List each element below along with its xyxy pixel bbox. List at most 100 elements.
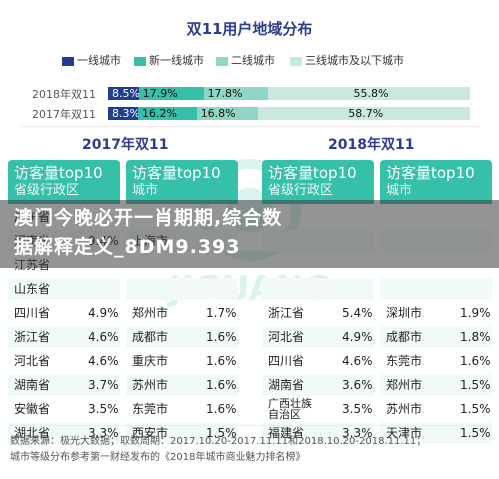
city-name: 重庆市 [132,354,169,368]
visitor-share-value: 1.5% [206,426,237,440]
bar-segment: 55.8% [268,87,470,100]
stacked-bar-2018: 8.5% 17.9% 17.8% 55.8% [108,87,470,100]
bar-segment: 16.8% [196,107,258,120]
visitor-share-value: 4.6% [342,354,373,368]
table-row: 苏州市 1.5% [380,398,492,420]
footer-reference: 城市等级分布参考第一财经发布的《2018年城市商业魅力排名榜》 [10,452,306,463]
visitor-share-value: 1.5% [460,402,491,416]
province-name: 福建省 [268,426,305,440]
table-row: 河北省 4.6% [8,350,120,372]
bar-segment: 17.8% [203,87,268,100]
province-name: 安徽省 [14,402,51,416]
legend-label: 三线城市及以下城市 [305,54,404,67]
visitor-share-value: 3.7% [88,378,119,392]
visitor-share-value: 5.4% [342,306,373,320]
bar-category-label: 2018年双11 [32,88,96,101]
visitor-share-value: 3.5% [342,402,373,416]
city-name: 成都市 [132,330,169,344]
table-row: 浙江省 4.6% [8,326,120,348]
visitor-share-value: 1.5% [460,426,491,440]
visitor-share-value: 1.6% [206,378,237,392]
overlay-banner-line1: 澳门今晚必开一肖期期,综合数 [14,207,283,229]
visitor-share-value: 1.7% [206,306,237,320]
city-name: 苏州市 [386,402,423,416]
table-row [262,278,374,300]
visitor-share-value: 4.9% [88,306,119,320]
visitor-share-value: 1.6% [206,330,237,344]
legend-swatch [290,56,302,66]
visitor-share-value: 3.6% [342,378,373,392]
province-name: 广西壮族自治区 [268,397,312,421]
header-line1: 访客量top10 [132,164,221,182]
visitor-share-value: 1.6% [206,354,237,368]
header-line2: 省级行政区 [268,183,334,198]
visitor-share-value: 1.6% [206,402,237,416]
legend-label: 新一线城市 [149,54,204,67]
divider [20,126,480,127]
table-row: 东莞市 1.6% [380,350,492,372]
city-name: 天津市 [386,426,423,440]
province-name: 四川省 [14,306,51,320]
province-name: 湖南省 [268,378,305,392]
bar-category-label: 2017年双11 [32,108,96,121]
table-row: 东莞市 1.6% [126,398,238,420]
table-row: 重庆市 1.6% [126,350,238,372]
table-row: 安徽省 3.5% [8,398,120,420]
legend-item-tier1: 一线城市 [62,52,121,68]
legend-swatch [134,56,146,66]
province-name: 四川省 [268,354,305,368]
header-line2: 城市 [132,183,159,198]
overlay-banner [0,200,499,268]
table-row: 苏州市 1.6% [126,374,238,396]
header-line1: 访客量top10 [386,164,475,182]
visitor-share-value: 3.3% [342,426,373,440]
city-name: 东莞市 [132,402,169,416]
bar-segment: 8.5% [108,87,139,100]
visitor-share-value: 1.9% [460,306,491,320]
table-row: 四川省 4.6% [262,350,374,372]
bar-segment: 8.3% [108,107,139,120]
header-line1: 访客量top10 [268,164,357,182]
table-row: 河北省 4.9% [262,326,374,348]
overlay-banner-line2: 据解释定义_8DM9.393 [14,236,241,258]
bar-segment: 17.9% [138,87,204,100]
header-line2: 省级行政区 [14,183,80,198]
legend-item-new-tier1: 新一线城市 [134,52,204,68]
table-row: 湖南省 3.7% [8,374,120,396]
city-name: 郑州市 [132,306,169,320]
stacked-bar-2017: 8.3% 16.2% 16.8% 58.7% [108,107,470,120]
visitor-share-value: 4.6% [88,330,119,344]
visitor-share-value: 4.6% [88,354,119,368]
province-name: 河北省 [268,330,305,344]
city-name: 东莞市 [386,354,423,368]
bar-segment: 58.7% [257,107,470,120]
table-row [126,278,238,300]
table-row: 浙江省 5.4% [262,302,374,324]
table-header: 访客量top10 城市 [126,160,238,204]
legend: 一线城市 新一线城市 二线城市 三线城市及以下城市 [62,52,482,72]
province-name: 浙江省 [14,330,51,344]
table-row: 成都市 1.6% [126,326,238,348]
table-header: 访客量top10 城市 [380,160,492,204]
overlay-banner-text: 澳门今晚必开一肖期期,综合数 据解释定义_8DM9.393 [14,204,489,262]
visitor-share-value: 3.3% [88,426,119,440]
legend-swatch [216,56,228,66]
table-row: 广西壮族自治区 3.5% [262,398,374,420]
table-row: 湖北省 3.3% [8,422,120,444]
city-name: 郑州市 [386,378,423,392]
table-row: 湖南省 3.6% [262,374,374,396]
table-row: 郑州市 1.7% [126,302,238,324]
province-name: 山东省 [14,282,51,296]
table-row: 深圳市 1.9% [380,302,492,324]
legend-label: 二线城市 [231,54,275,67]
year-2018-title: 2018年双11 [328,137,415,153]
city-name: 西安市 [132,426,169,440]
legend-item-tier2: 二线城市 [216,52,275,68]
visitor-share-value: 1.5% [460,378,491,392]
footer-source: 数据来源：极光大数据；取数周期：2017.10.20-2017.11.11和20… [10,436,427,447]
city-name: 成都市 [386,330,423,344]
table-header: 访客量top10 省级行政区 [262,160,374,204]
city-name: 深圳市 [386,306,423,320]
city-name: 苏州市 [132,378,169,392]
divider [8,425,492,426]
